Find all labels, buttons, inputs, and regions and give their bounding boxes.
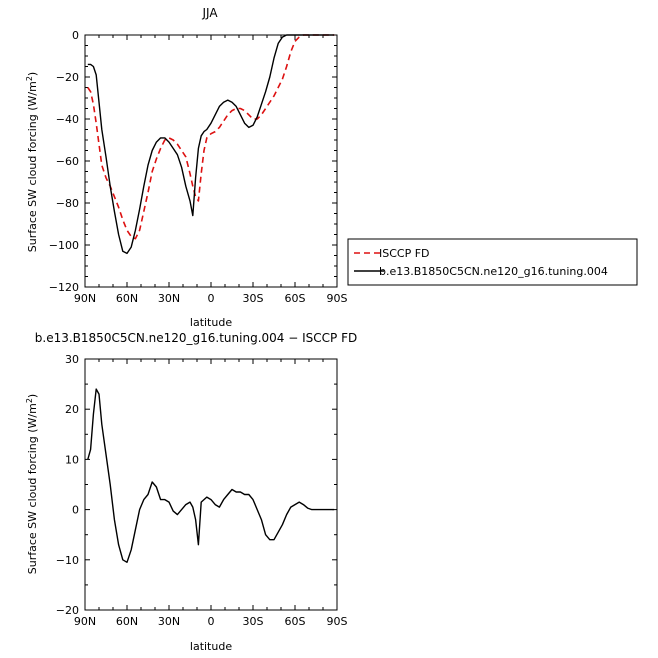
legend-label-model: b.e13.B1850C5CN.ne120_g16.tuning.004: [379, 265, 608, 278]
top-x-tick-label: 30S: [243, 292, 264, 305]
bottom-plot-title: b.e13.B1850C5CN.ne120_g16.tuning.004 − I…: [35, 331, 357, 345]
top-series-line-0: [87, 34, 335, 240]
top-x-tick-label: 60S: [285, 292, 306, 305]
bottom-plot-frame: [84, 358, 338, 611]
bottom-series-line-0: [87, 388, 335, 563]
top-series-line-1: [87, 34, 335, 255]
top-plot-title: JJA: [201, 6, 218, 20]
top-x-tick-label: 30N: [158, 292, 180, 305]
bottom-y-tick-label: 10: [65, 453, 79, 466]
top-y-tick-label: 0: [72, 29, 79, 42]
top-x-tick-label: 0: [208, 292, 215, 305]
top-y-tick-label: −80: [56, 197, 79, 210]
top-x-tick-label: 90S: [327, 292, 348, 305]
bottom-x-tick-label: 60N: [116, 615, 138, 628]
bottom-y-tick-label: −20: [56, 604, 79, 617]
top-panel: JJA 90N 60N 30N 0 30S 60S 90S 0 −20 −40 −60 −80 −100…: [25, 6, 348, 329]
top-y-axis-label: Surface SW cloud forcing (W/m2): [25, 72, 40, 252]
bottom-x-axis-label: latitude: [190, 640, 232, 653]
legend-label-isccp: ISCCP FD: [379, 247, 430, 260]
bottom-y-axis-label: Surface SW cloud forcing (W/m2): [25, 394, 40, 574]
top-y-tick-label: −40: [56, 113, 79, 126]
bottom-y-tick-label: 0: [72, 504, 79, 517]
bottom-y-tick-label: 20: [65, 403, 79, 416]
bottom-y-tick-label: 30: [65, 353, 79, 366]
legend: ISCCP FD b.e13.B1850C5CN.ne120_g16.tunin…: [347, 238, 638, 286]
top-y-tick-label: −20: [56, 71, 79, 84]
top-y-tick-label: −60: [56, 155, 79, 168]
top-y-tick-label: −100: [49, 239, 79, 252]
bottom-x-tick-label: 0: [208, 615, 215, 628]
bottom-panel: b.e13.B1850C5CN.ne120_g16.tuning.004 − I…: [25, 331, 358, 653]
top-x-axis-label: latitude: [190, 316, 232, 329]
bottom-x-tick-label: 90N: [74, 615, 96, 628]
bottom-x-tick-label: 90S: [327, 615, 348, 628]
top-x-tick-label: 60N: [116, 292, 138, 305]
bottom-x-tick-label: 30N: [158, 615, 180, 628]
bottom-y-tick-label: −10: [56, 554, 79, 567]
top-y-tick-label: −120: [49, 281, 79, 294]
top-x-tick-label: 90N: [74, 292, 96, 305]
bottom-x-tick-label: 60S: [285, 615, 306, 628]
legend-box: [347, 238, 638, 286]
bottom-x-tick-label: 30S: [243, 615, 264, 628]
